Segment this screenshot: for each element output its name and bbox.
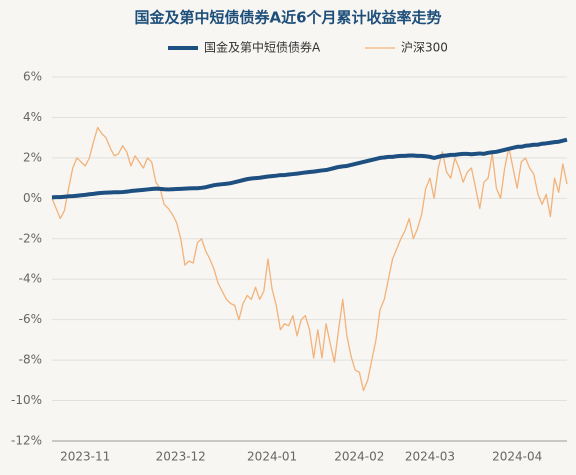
x-tick-label: 2024-02 <box>334 450 384 464</box>
y-tick-label: 4% <box>23 110 42 124</box>
x-tick-label: 2023-12 <box>156 450 206 464</box>
y-tick-label: -6% <box>19 312 42 326</box>
y-tick-label: 0% <box>23 191 42 205</box>
x-tick-label: 2024-01 <box>247 450 297 464</box>
y-tick-label: 6% <box>23 70 42 84</box>
y-tick-label: -2% <box>19 231 42 245</box>
chart-title: 国金及第中短债债券A近6个月累计收益率走势 <box>134 9 441 27</box>
legend-label: 国金及第中短债债券A <box>204 40 321 55</box>
series-line <box>51 137 568 200</box>
legend-label: 沪深300 <box>401 41 448 55</box>
x-tick-label: 2023-11 <box>60 450 110 464</box>
y-tick-label: -10% <box>11 393 42 407</box>
x-tick-label: 2024-03 <box>405 450 455 464</box>
y-tick-label: 2% <box>23 150 42 164</box>
series-line <box>51 126 568 392</box>
y-tick-label: -8% <box>19 353 42 367</box>
y-tick-label: -12% <box>11 434 42 448</box>
y-tick-label: -4% <box>19 272 42 286</box>
x-tick-label: 2024-04 <box>492 450 542 464</box>
